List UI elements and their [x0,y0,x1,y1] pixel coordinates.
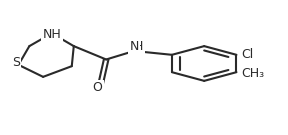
Text: Cl: Cl [242,48,254,61]
Text: NH: NH [42,28,61,41]
Text: S: S [12,56,20,69]
Text: N: N [129,40,139,53]
Text: H: H [134,40,143,53]
Text: CH₃: CH₃ [241,67,264,80]
Text: O: O [93,81,103,94]
